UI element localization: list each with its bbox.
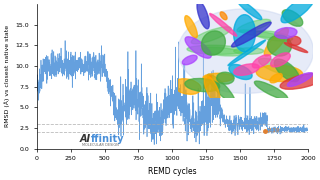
- Text: ffinity: ffinity: [91, 134, 124, 143]
- X-axis label: REMD cycles: REMD cycles: [148, 167, 197, 176]
- Y-axis label: RMSD (Å) vs closest native state: RMSD (Å) vs closest native state: [4, 25, 10, 127]
- Text: AI: AI: [80, 134, 91, 143]
- Text: MOLECULAR DESIGN: MOLECULAR DESIGN: [82, 143, 119, 147]
- Text: 2.19: 2.19: [267, 128, 280, 133]
